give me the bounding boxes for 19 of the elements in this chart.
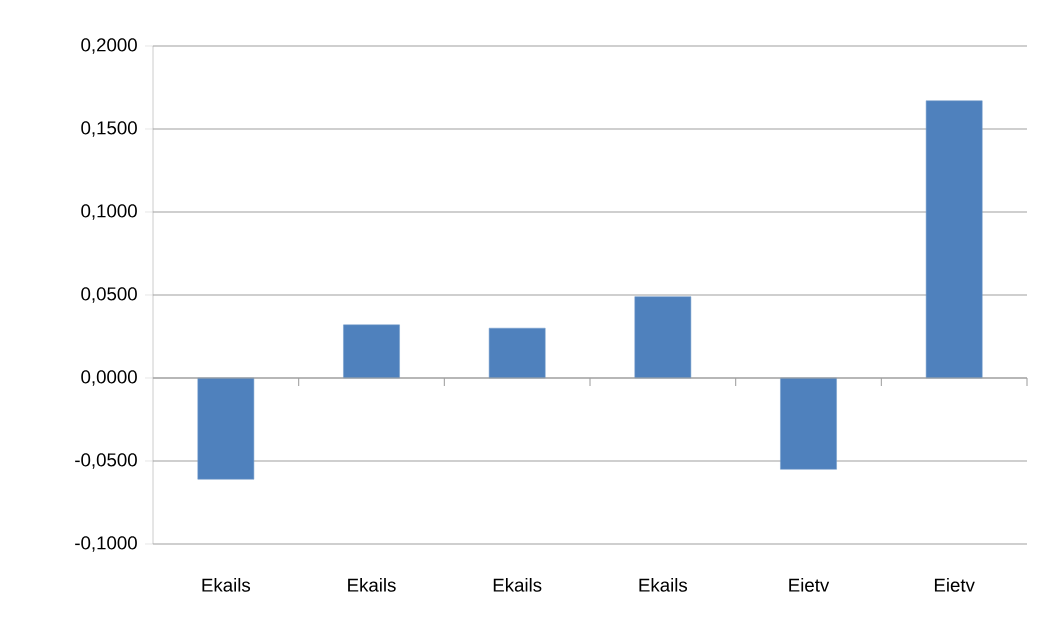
x-tick-label: Ekails xyxy=(202,578,251,592)
y-tick-label: 0,0000 xyxy=(81,370,137,386)
y-tick-label: 0,1500 xyxy=(81,121,137,137)
y-tick-label: 0,2000 xyxy=(81,38,137,54)
bar xyxy=(197,377,255,480)
y-tick-label: 0,0500 xyxy=(81,287,137,303)
bar xyxy=(488,327,546,379)
bar xyxy=(925,100,983,379)
bar xyxy=(780,377,837,470)
bar xyxy=(634,296,692,379)
bar xyxy=(343,324,400,379)
x-tick-label: Ekails xyxy=(348,578,396,592)
x-tick-label: Ekails xyxy=(639,578,688,592)
y-tick-label: -0,0500 xyxy=(75,453,137,469)
x-tick-label: Ekails xyxy=(493,578,542,592)
x-tick-label: Eietv xyxy=(934,578,975,592)
y-tick-label: -0,1000 xyxy=(75,536,137,552)
y-tick-label: 0,1000 xyxy=(81,204,137,220)
x-tick-label: Eietv xyxy=(789,578,830,592)
